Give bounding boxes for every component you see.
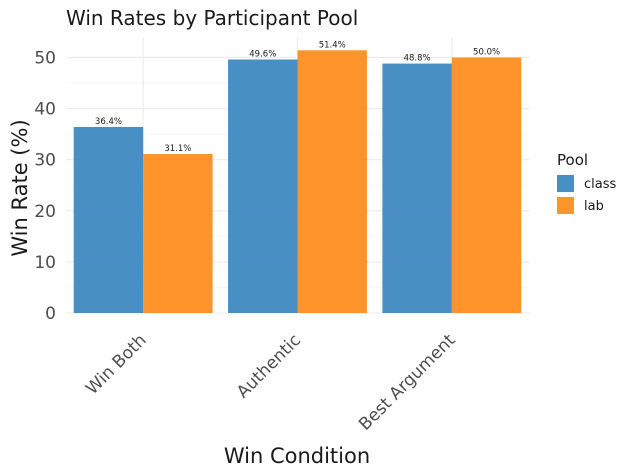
y-tick-label: 0 bbox=[45, 304, 56, 324]
y-tick-label: 30 bbox=[34, 151, 56, 171]
y-axis-ticks: 0 10 20 30 40 50 bbox=[34, 48, 56, 324]
legend-label-class: class bbox=[584, 177, 616, 192]
chart-title: Win Rates by Participant Pool bbox=[66, 6, 358, 30]
y-axis-title: Win Rate (%) bbox=[8, 119, 32, 256]
y-tick-label: 50 bbox=[34, 48, 56, 68]
data-labels: 36.4% 31.1% 49.6% 51.4% 48.8% 50.0% bbox=[95, 40, 500, 154]
x-axis-ticks: Win Both Authentic Best Argument bbox=[82, 330, 459, 434]
data-label: 31.1% bbox=[164, 144, 191, 154]
bar-class bbox=[382, 63, 452, 314]
bar-class bbox=[228, 59, 298, 313]
data-label: 48.8% bbox=[404, 54, 431, 64]
bars bbox=[73, 50, 522, 314]
data-label: 49.6% bbox=[249, 49, 276, 59]
bar-lab bbox=[297, 50, 367, 314]
legend-key-lab bbox=[557, 197, 574, 214]
bar-lab bbox=[143, 154, 213, 313]
legend-title: Pool bbox=[557, 151, 588, 169]
y-tick-label: 10 bbox=[34, 253, 56, 273]
legend: Pool class lab bbox=[557, 151, 616, 214]
data-label: 50.0% bbox=[473, 47, 500, 57]
x-tick-label: Authentic bbox=[233, 330, 305, 402]
data-label: 36.4% bbox=[95, 117, 122, 127]
legend-key-class bbox=[557, 175, 574, 192]
data-label: 51.4% bbox=[319, 40, 346, 50]
y-tick-label: 40 bbox=[34, 100, 56, 120]
legend-label-lab: lab bbox=[584, 199, 604, 214]
y-tick-label: 20 bbox=[34, 202, 56, 222]
bar-class bbox=[73, 126, 144, 313]
bar-lab bbox=[451, 57, 522, 313]
x-tick-label: Best Argument bbox=[355, 330, 459, 434]
x-axis-title: Win Condition bbox=[224, 444, 370, 468]
x-tick-label: Win Both bbox=[82, 330, 150, 398]
